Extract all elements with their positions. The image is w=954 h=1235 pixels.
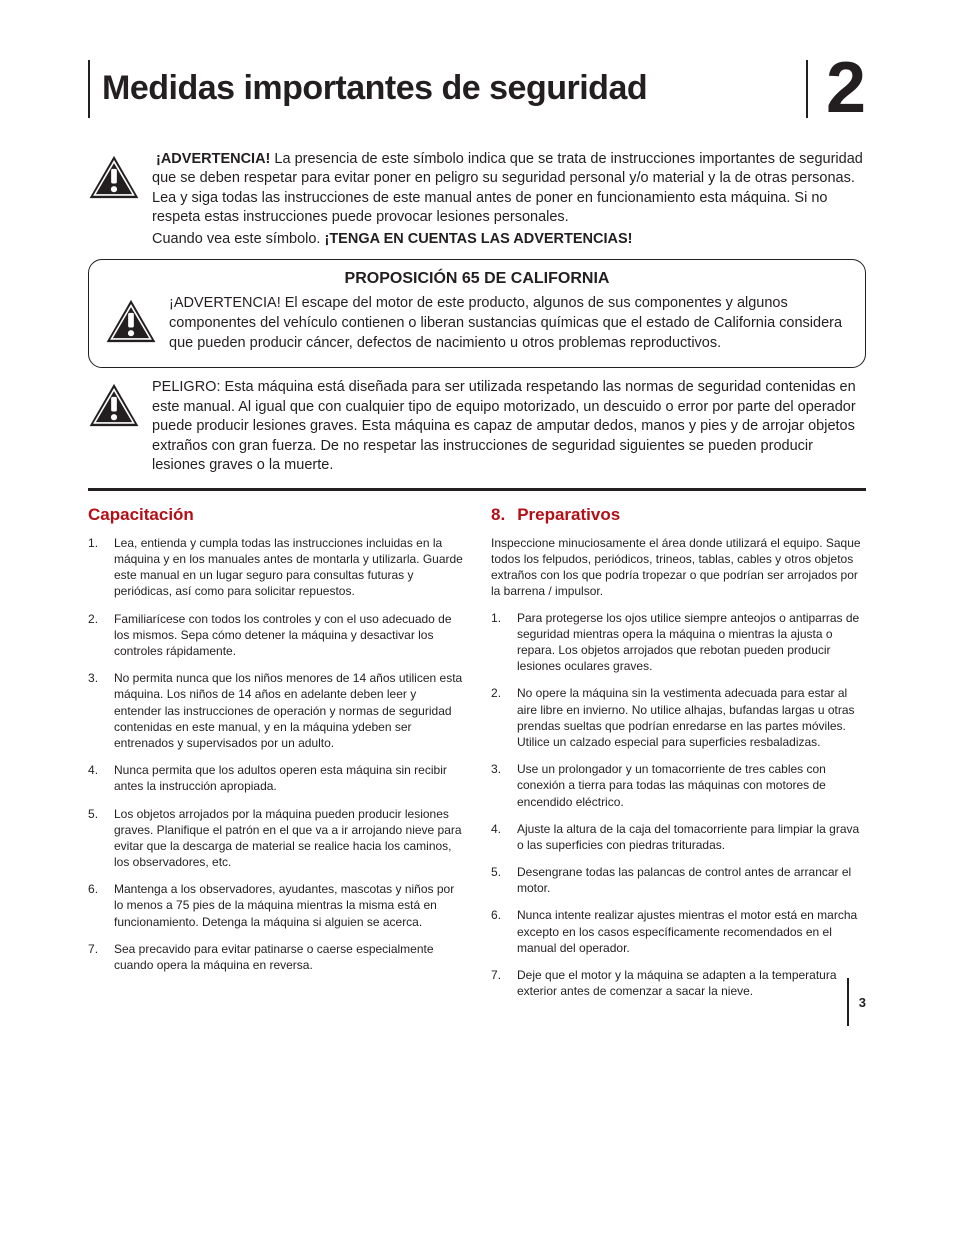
preparativos-list: Para protegerse los ojos utilice siempre… bbox=[491, 610, 866, 1000]
footer-bar bbox=[847, 978, 849, 1026]
chapter-number: 2 bbox=[826, 60, 866, 118]
peligro-text: PELIGRO: Esta máquina está diseñada para… bbox=[152, 378, 866, 476]
advertencia-footer-bold: ¡TENGA EN CUENTAS LAS ADVERTENCIAS! bbox=[325, 231, 633, 247]
divider bbox=[88, 488, 866, 491]
page-title: Medidas importantes de seguridad bbox=[102, 69, 647, 108]
prop65-label: ¡ADVERTENCIA! bbox=[169, 295, 281, 311]
capacitacion-heading: Capacitación bbox=[88, 505, 463, 525]
warning-triangle-icon bbox=[88, 154, 140, 200]
list-item: Nunca intente realizar ajustes mientras … bbox=[491, 907, 866, 956]
list-item: Sea precavido para evitar patinarse o ca… bbox=[88, 941, 463, 973]
list-item: No opere la máquina sin la vestimenta ad… bbox=[491, 685, 866, 750]
list-item: Los objetos arrojados por la máquina pue… bbox=[88, 806, 463, 871]
content-columns: Capacitación Lea, entienda y cumpla toda… bbox=[88, 505, 866, 1011]
list-item: No permita nunca que los niños menores d… bbox=[88, 670, 463, 751]
list-item: Familiarícese con todos los controles y … bbox=[88, 611, 463, 660]
warning-triangle-icon bbox=[105, 298, 157, 344]
page-number: 3 bbox=[859, 995, 866, 1010]
page-footer: 3 bbox=[847, 978, 866, 1026]
prop65-box: PROPOSICIÓN 65 DE CALIFORNIA ¡ADVERTENCI… bbox=[88, 259, 866, 368]
prop65-text: ¡ADVERTENCIA! El escape del motor de est… bbox=[169, 294, 849, 353]
peligro-body: Esta máquina está diseñada para ser util… bbox=[152, 379, 856, 473]
advertencia-footer-prefix: Cuando vea este símbolo. bbox=[152, 231, 320, 247]
advertencia-main: ¡ADVERTENCIA! La presencia de este símbo… bbox=[152, 150, 866, 228]
list-item: Lea, entienda y cumpla todas las instruc… bbox=[88, 535, 463, 600]
preparativos-heading: 8. Preparativos bbox=[491, 505, 866, 525]
peligro-label: PELIGRO: bbox=[152, 379, 221, 395]
page-header: Medidas importantes de seguridad 2 bbox=[88, 60, 866, 118]
advertencia-block: ¡ADVERTENCIA! La presencia de este símbo… bbox=[88, 150, 866, 250]
header-title-wrap: Medidas importantes de seguridad bbox=[88, 60, 806, 118]
preparativos-heading-text: Preparativos bbox=[517, 505, 620, 524]
preparativos-heading-num: 8. bbox=[491, 505, 505, 524]
capacitacion-list: Lea, entienda y cumpla todas las instruc… bbox=[88, 535, 463, 973]
chapter-number-wrap: 2 bbox=[806, 60, 866, 118]
list-item: Nunca permita que los adultos operen est… bbox=[88, 762, 463, 794]
prop65-body: ¡ADVERTENCIA! El escape del motor de est… bbox=[105, 294, 849, 353]
advertencia-label: ¡ADVERTENCIA! bbox=[156, 151, 270, 167]
list-item: Deje que el motor y la máquina se adapte… bbox=[491, 967, 866, 999]
prop65-title: PROPOSICIÓN 65 DE CALIFORNIA bbox=[105, 270, 849, 288]
column-left: Capacitación Lea, entienda y cumpla toda… bbox=[88, 505, 463, 1011]
list-item: Use un prolongador y un tomacorriente de… bbox=[491, 761, 866, 810]
list-item: Para protegerse los ojos utilice siempre… bbox=[491, 610, 866, 675]
preparativos-intro: Inspeccione minuciosamente el área donde… bbox=[491, 535, 866, 600]
warning-triangle-icon bbox=[88, 382, 140, 428]
list-item: Ajuste la altura de la caja del tomacorr… bbox=[491, 821, 866, 853]
advertencia-text-wrap: ¡ADVERTENCIA! La presencia de este símbo… bbox=[152, 150, 866, 250]
list-item: Desengrane todas las palancas de control… bbox=[491, 864, 866, 896]
column-right: 8. Preparativos Inspeccione minuciosament… bbox=[491, 505, 866, 1011]
list-item: Mantenga a los observadores, ayudantes, … bbox=[88, 881, 463, 930]
peligro-block: PELIGRO: Esta máquina está diseñada para… bbox=[88, 378, 866, 476]
advertencia-footer: Cuando vea este símbolo. ¡TENGA EN CUENT… bbox=[152, 230, 866, 250]
